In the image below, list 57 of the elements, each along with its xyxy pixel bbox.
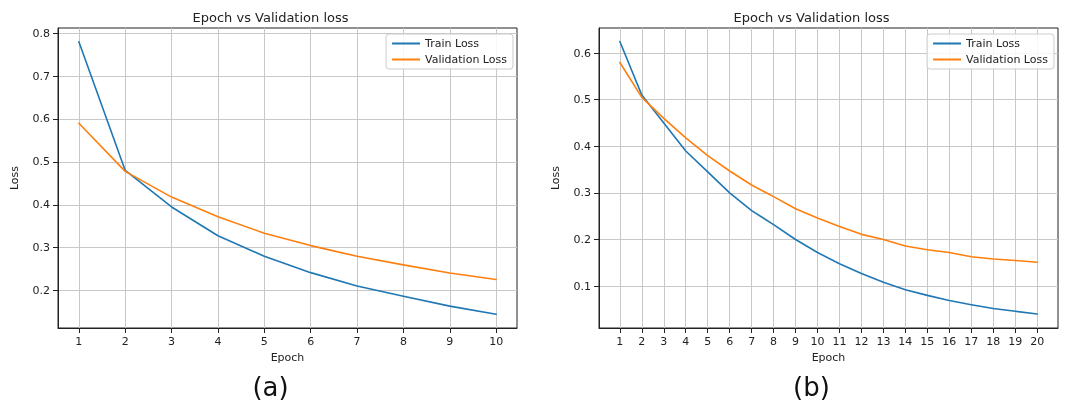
x-tick-label: 19 <box>1008 335 1023 348</box>
x-tick-label: 10 <box>810 335 825 348</box>
x-tick-label: 11 <box>832 335 847 348</box>
x-tick-label: 5 <box>704 335 712 348</box>
legend-label: Train Loss <box>424 37 480 50</box>
x-tick-label: 18 <box>986 335 1001 348</box>
y-tick-label: 0.4 <box>32 198 50 212</box>
x-axis-title: Epoch <box>811 350 846 364</box>
y-axis-title: Loss <box>8 165 21 191</box>
legend-label: Train Loss <box>965 37 1021 50</box>
x-tick-label: 10 <box>489 335 504 348</box>
text: (a) <box>252 372 289 402</box>
line-series <box>619 61 1038 264</box>
y-tick-label: 0.2 <box>32 284 50 298</box>
y-tick-label: 0.2 <box>573 232 591 246</box>
x-tick-label: 15 <box>920 335 935 348</box>
line-series <box>78 122 497 281</box>
y-tick-label: 0.5 <box>32 155 50 169</box>
x-tick-label: 1 <box>75 335 83 348</box>
y-tick-label: 0.5 <box>573 93 591 107</box>
y-tick-label: 0.1 <box>573 279 591 293</box>
x-tick-label: 7 <box>353 335 361 348</box>
x-tick-label: 13 <box>876 335 891 348</box>
y-tick-label: 0.3 <box>573 186 591 200</box>
x-tick-label: 6 <box>307 335 315 348</box>
chart-title: Epoch vs Validation loss <box>192 10 349 25</box>
y-tick-label: 0.3 <box>32 241 50 255</box>
y-tick-label: 0.8 <box>32 26 50 40</box>
x-tick-label: 4 <box>214 335 222 348</box>
x-tick-label: 9 <box>792 335 800 348</box>
x-tick-label: 7 <box>748 335 756 348</box>
x-tick-label: 17 <box>964 335 979 348</box>
x-tick-label: 8 <box>399 335 407 348</box>
x-tick-label: 12 <box>854 335 869 348</box>
x-tick-label: 1 <box>616 335 624 348</box>
x-tick-label: 5 <box>260 335 268 348</box>
text: (b) <box>793 372 830 402</box>
x-tick-label: 3 <box>168 335 176 348</box>
chart-title: Epoch vs Validation loss <box>733 10 890 25</box>
x-tick-label: 2 <box>638 335 646 348</box>
y-tick-label: 0.4 <box>573 139 591 153</box>
y-tick-label: 0.7 <box>32 69 50 83</box>
x-tick-label: 6 <box>726 335 734 348</box>
y-tick-label: 0.6 <box>573 46 591 60</box>
x-tick-label: 2 <box>121 335 129 348</box>
x-axis-title: Epoch <box>270 350 305 364</box>
x-tick-label: 4 <box>682 335 690 348</box>
x-tick-label: 3 <box>660 335 668 348</box>
x-tick-label: 8 <box>770 335 778 348</box>
x-tick-label: 20 <box>1030 335 1045 348</box>
y-axis-title: Loss <box>549 165 562 191</box>
y-tick-label: 0.6 <box>32 112 50 126</box>
x-tick-label: 16 <box>942 335 957 348</box>
x-tick-label: 9 <box>446 335 454 348</box>
x-tick-label: 14 <box>898 335 913 348</box>
legend-label: Validation Loss <box>425 53 508 66</box>
legend-label: Validation Loss <box>966 53 1049 66</box>
